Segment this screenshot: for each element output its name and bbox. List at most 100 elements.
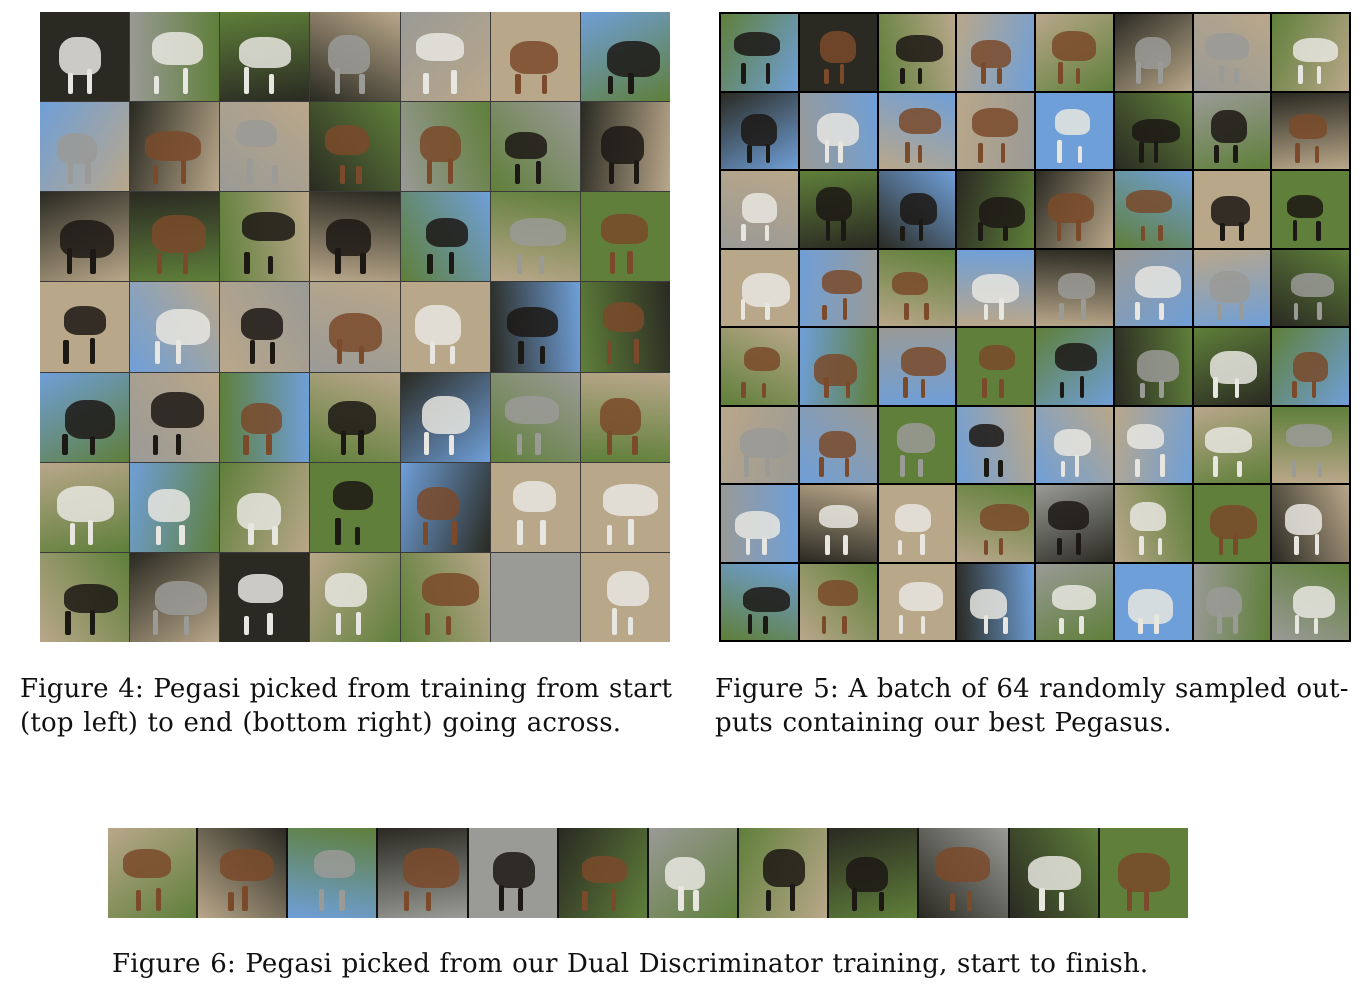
horse-leg	[445, 615, 452, 635]
horse-leg	[449, 346, 456, 365]
horse-leg	[1139, 142, 1144, 163]
horse-figure	[762, 849, 805, 887]
horse-leg	[339, 889, 345, 911]
horse-leg	[427, 254, 433, 275]
figure-5-sample-tile	[799, 485, 877, 562]
figure-5-sample-tile	[957, 171, 1034, 248]
horse-leg	[633, 338, 640, 365]
horse-leg	[966, 891, 972, 911]
horse-figure	[898, 582, 943, 611]
horse-leg	[247, 158, 253, 185]
figure-6-image-strip	[108, 828, 1188, 918]
horse-figure	[236, 493, 282, 530]
figure-5-sample-tile	[957, 328, 1034, 405]
horse-leg	[981, 62, 987, 85]
horse-leg	[156, 888, 162, 911]
figure-6-caption-text: Figure 6: Pegasi picked from our Dual Di…	[112, 949, 1149, 979]
horse-leg	[741, 224, 746, 242]
figure-4-sample-tile	[400, 282, 490, 372]
figure-4-sample-tile	[40, 192, 130, 282]
figure-5-sample-tile	[799, 406, 877, 483]
figure-4-sample-tile	[310, 282, 400, 372]
figure-4-sample-tile	[130, 12, 220, 102]
horse-leg	[741, 62, 746, 85]
horse-leg	[515, 74, 521, 95]
horse-leg	[517, 888, 523, 911]
horse-leg	[516, 434, 522, 455]
horse-figure	[935, 847, 990, 883]
horse-figure	[582, 855, 627, 883]
figure-4-sample-tile	[490, 372, 580, 462]
horse-figure	[148, 488, 190, 522]
horse-figure	[1293, 585, 1336, 618]
horse-leg	[917, 145, 923, 163]
horse-figure	[1054, 109, 1090, 135]
horse-figure	[1051, 584, 1096, 611]
horse-leg	[360, 252, 366, 275]
horse-leg	[610, 889, 616, 911]
horse-figure	[1126, 424, 1164, 450]
horse-figure	[507, 307, 558, 337]
figure-5-sample-tile	[1272, 92, 1349, 169]
horse-leg	[498, 885, 504, 911]
figure-4-sample-tile	[130, 372, 220, 462]
horse-leg	[765, 62, 771, 85]
horse-leg	[609, 161, 615, 185]
horse-figure	[817, 580, 859, 607]
horse-leg	[978, 143, 983, 163]
horse-figure	[1211, 195, 1250, 226]
horse-figure	[513, 480, 556, 512]
figure-4-sample-tile	[400, 192, 490, 282]
horse-leg	[1236, 460, 1242, 477]
horse-figure	[1286, 194, 1323, 219]
horse-leg	[89, 609, 95, 635]
figure-4-sample-tile	[310, 12, 400, 102]
figure-4-sample-tile	[580, 102, 670, 192]
horse-figure	[968, 424, 1004, 448]
horse-leg	[842, 616, 848, 634]
figure-5-sample-tile	[957, 563, 1034, 640]
figure-5-sample-tile	[721, 14, 798, 91]
horse-figure	[1135, 37, 1172, 69]
horse-leg	[266, 433, 272, 455]
horse-leg	[1160, 454, 1165, 477]
horse-leg	[878, 892, 885, 911]
horse-figure	[332, 480, 373, 510]
horse-leg	[900, 225, 905, 242]
horse-leg	[978, 222, 983, 242]
horse-leg	[179, 524, 185, 545]
horse-leg	[611, 608, 618, 635]
horse-leg	[1314, 146, 1320, 163]
horse-leg	[267, 256, 273, 275]
horse-leg	[155, 526, 162, 545]
horse-leg	[1316, 65, 1322, 85]
figure-5-sample-tile	[1193, 14, 1271, 91]
horse-leg	[582, 891, 588, 911]
horse-leg	[267, 612, 273, 635]
horse-figure	[1126, 190, 1172, 214]
horse-leg	[1059, 381, 1065, 399]
horse-leg	[423, 72, 429, 95]
figure-4-sample-tile	[220, 12, 310, 102]
figure-6-caption: Figure 6: Pegasi picked from our Dual Di…	[112, 947, 1212, 981]
horse-leg	[243, 615, 250, 635]
horse-leg	[426, 159, 433, 185]
figure-5-sample-tile	[957, 14, 1034, 91]
horse-figure	[505, 131, 547, 160]
figure-4-sample-tile	[400, 102, 490, 192]
horse-figure	[64, 583, 119, 614]
horse-figure	[606, 41, 661, 77]
horse-figure	[1292, 37, 1338, 63]
horse-leg	[628, 518, 634, 545]
figure-6-sample-tile	[288, 828, 377, 918]
horse-figure	[891, 271, 928, 296]
horse-leg	[627, 616, 634, 635]
horse-leg	[982, 378, 987, 399]
figure-5-sample-tile	[799, 249, 877, 326]
figure-4-sample-tile	[400, 552, 490, 642]
figure-5-sample-tile	[1272, 249, 1349, 326]
horse-leg	[903, 302, 909, 320]
figure-5-sample-tile	[957, 92, 1034, 169]
horse-leg	[451, 70, 457, 95]
horse-leg	[744, 454, 750, 477]
